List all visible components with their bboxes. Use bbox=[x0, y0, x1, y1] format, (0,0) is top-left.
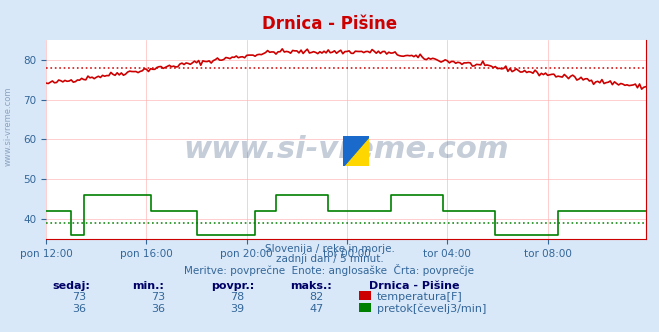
Text: 39: 39 bbox=[230, 304, 244, 314]
Polygon shape bbox=[343, 136, 369, 166]
Text: 82: 82 bbox=[309, 292, 324, 302]
Polygon shape bbox=[343, 136, 369, 166]
Text: Slovenija / reke in morje.: Slovenija / reke in morje. bbox=[264, 244, 395, 254]
Text: zadnji dan / 5 minut.: zadnji dan / 5 minut. bbox=[275, 254, 384, 264]
Text: Meritve: povprečne  Enote: anglosaške  Črta: povprečje: Meritve: povprečne Enote: anglosaške Črt… bbox=[185, 264, 474, 276]
Text: Drnica - Pišine: Drnica - Pišine bbox=[369, 281, 459, 290]
Text: pretok[čevelj3/min]: pretok[čevelj3/min] bbox=[377, 304, 486, 314]
Text: Drnica - Pišine: Drnica - Pišine bbox=[262, 15, 397, 33]
Text: www.si-vreme.com: www.si-vreme.com bbox=[183, 135, 509, 164]
Text: sedaj:: sedaj: bbox=[53, 281, 90, 290]
Text: 78: 78 bbox=[230, 292, 244, 302]
Text: 47: 47 bbox=[309, 304, 324, 314]
Text: 73: 73 bbox=[72, 292, 86, 302]
Text: maks.:: maks.: bbox=[290, 281, 331, 290]
Text: www.si-vreme.com: www.si-vreme.com bbox=[3, 86, 13, 166]
Text: povpr.:: povpr.: bbox=[211, 281, 254, 290]
Text: temperatura[F]: temperatura[F] bbox=[377, 292, 463, 302]
Text: 36: 36 bbox=[72, 304, 86, 314]
Text: min.:: min.: bbox=[132, 281, 163, 290]
Text: 73: 73 bbox=[151, 292, 165, 302]
Text: 36: 36 bbox=[151, 304, 165, 314]
